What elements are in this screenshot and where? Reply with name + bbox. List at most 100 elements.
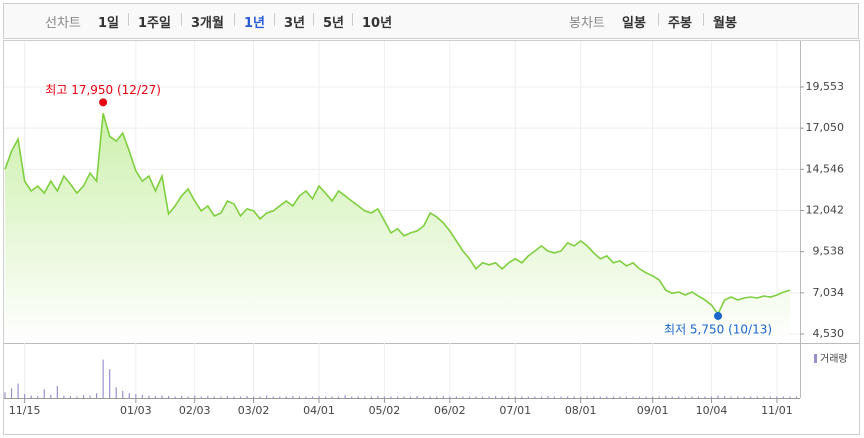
volume-bar [141, 395, 143, 398]
volume-bar [403, 396, 405, 398]
volume-bar [30, 395, 32, 398]
volume-bar [181, 396, 183, 398]
period-button[interactable]: 1일 [98, 16, 120, 31]
volume-bar [396, 396, 399, 398]
y-tick-label: 7,034 [813, 286, 845, 299]
volume-bar [501, 396, 503, 398]
volume-bar [455, 396, 457, 398]
volume-bar [135, 394, 137, 398]
volume-bar [723, 396, 726, 398]
y-tick-label: 17,050 [806, 121, 845, 134]
x-tick-label: 08/01 [565, 404, 597, 417]
volume-bar [580, 396, 582, 398]
volume-bar [547, 396, 549, 398]
volume-bar [678, 396, 680, 398]
x-tick-label: 07/01 [499, 404, 531, 417]
volume-bar [750, 396, 752, 398]
min-point [714, 311, 723, 320]
volume-bar [128, 393, 130, 398]
period-button[interactable]: 1년 [244, 16, 266, 31]
separator [658, 13, 659, 26]
volume-bar [540, 396, 543, 398]
x-tick-label: 06/02 [434, 404, 466, 417]
volume-bar [684, 396, 686, 398]
volume-bar [390, 396, 392, 398]
period-button[interactable]: 3개월 [191, 16, 224, 31]
volume-bar [311, 396, 314, 398]
volume-bar [357, 396, 359, 398]
max-point [99, 98, 108, 107]
y-tick-label: 12,042 [806, 203, 845, 216]
volume-bar [534, 396, 536, 398]
volume-bar [717, 395, 719, 398]
volume-bar [409, 396, 412, 398]
volume-bar [324, 396, 327, 398]
volume-bar [789, 396, 791, 398]
candle-period-button[interactable]: 일봉 [622, 16, 646, 31]
volume-bar [272, 396, 274, 398]
volume-bar [619, 396, 621, 398]
toolbar [3, 3, 859, 39]
volume-bar [475, 396, 477, 398]
volume-bar [37, 396, 39, 398]
separator [181, 13, 182, 26]
volume-bar [207, 396, 209, 398]
volume-bar [233, 396, 235, 398]
volume-bar [560, 396, 562, 398]
volume-bar [174, 396, 176, 398]
volume-bar [220, 396, 222, 398]
volume-bar [167, 396, 170, 398]
volume-bar [10, 388, 13, 398]
period-button[interactable]: 3년 [284, 16, 306, 31]
volume-bar [292, 396, 294, 398]
separator [703, 13, 704, 26]
x-tick-label: 10/04 [696, 404, 728, 417]
volume-bar [436, 396, 438, 398]
volume-bar [468, 396, 471, 398]
volume-bar [527, 396, 529, 398]
volume-bar [377, 396, 379, 398]
period-button[interactable]: 5년 [323, 16, 345, 31]
volume-bar [187, 396, 189, 398]
price-line [4, 113, 791, 316]
volume-bar [331, 396, 333, 398]
volume-bar [239, 396, 242, 398]
x-tick-label: 02/03 [179, 404, 211, 417]
x-tick-label: 11/15 [9, 404, 41, 417]
volume-bar [102, 359, 104, 398]
volume-bar [50, 395, 52, 398]
candle-period-button[interactable]: 월봉 [713, 16, 737, 31]
volume-bar [743, 396, 745, 398]
volume-bar [89, 395, 91, 398]
volume-bar [76, 396, 78, 398]
volume-bar [462, 396, 464, 398]
volume-bar [612, 396, 614, 398]
volume-bar [122, 390, 124, 398]
volume-bar [416, 396, 418, 398]
volume-bar [756, 396, 758, 398]
volume-bar [586, 396, 588, 398]
volume-bar [495, 396, 497, 398]
volume-bar [318, 396, 320, 398]
volume-bar [606, 396, 608, 398]
period-button[interactable]: 10년 [362, 16, 393, 31]
candle-chart-label: 봉차트 [569, 16, 605, 31]
legend-marker [814, 354, 817, 363]
volume-bar [573, 396, 575, 398]
chart-frame [3, 40, 860, 435]
x-tick-label: 03/02 [238, 404, 270, 417]
candle-period-button[interactable]: 주봉 [668, 16, 692, 31]
period-button[interactable]: 1주일 [138, 16, 171, 31]
separator [313, 13, 314, 26]
volume-bar [795, 396, 798, 398]
volume-bar [56, 386, 58, 398]
separator [274, 13, 275, 26]
volume-bar [82, 395, 85, 398]
volume-bar [776, 396, 778, 398]
volume-bar [730, 396, 732, 398]
volume-bar [383, 396, 386, 398]
volume-bar [514, 396, 516, 398]
separator [352, 13, 353, 26]
